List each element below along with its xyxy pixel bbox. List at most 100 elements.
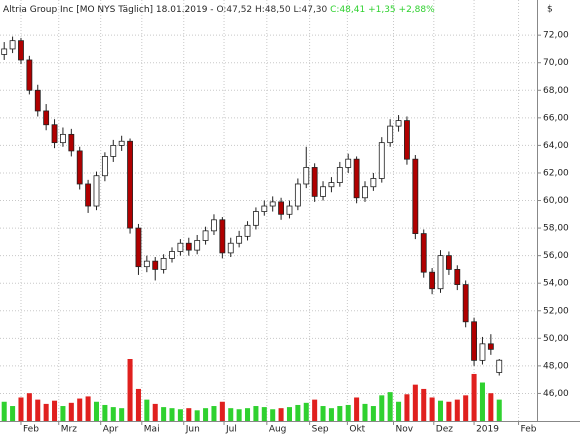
volume-bar: [253, 406, 259, 421]
volume-bar: [186, 408, 192, 421]
y-unit: $: [547, 5, 553, 15]
volume-bar: [127, 359, 133, 421]
candle-body: [328, 182, 335, 188]
volume-bar: [211, 406, 217, 421]
volume-bar: [421, 388, 427, 421]
chart-title: Altria Group Inc [MO NYS Täglich] 18.01.…: [3, 5, 435, 15]
y-tick-label: 68,00: [543, 86, 569, 96]
grid: [0, 0, 537, 421]
candle-body: [479, 343, 486, 361]
y-tick-label: 48,00: [543, 361, 569, 371]
candle-body: [211, 219, 217, 232]
candle-body: [110, 144, 117, 157]
volume-bar: [396, 401, 402, 421]
candle-body: [202, 230, 209, 241]
candle-body: [169, 251, 175, 259]
candle-body: [227, 242, 234, 254]
candle-body: [34, 89, 41, 112]
volume-bar: [471, 373, 477, 421]
volume-bar: [35, 399, 41, 421]
candle-body: [387, 125, 394, 144]
candle-body: [294, 183, 301, 207]
volume-bar: [337, 406, 343, 421]
y-tick-label: 64,00: [543, 141, 569, 151]
volume-bar: [102, 404, 108, 421]
volume-bar: [203, 408, 209, 421]
candle-body: [412, 158, 419, 234]
volume-bar: [1, 401, 7, 421]
volume-bar: [93, 401, 100, 421]
volume-bar: [144, 399, 150, 421]
volume-bar: [354, 397, 360, 421]
candle-body: [320, 186, 326, 197]
volume-bar: [77, 398, 83, 421]
volume-bar: [169, 408, 175, 421]
candle-body: [127, 140, 133, 229]
candle-body: [60, 133, 66, 144]
volume-bar: [18, 397, 24, 421]
candle-body: [454, 269, 461, 285]
candle-body: [101, 156, 108, 177]
y-tick-label: 50,00: [543, 334, 569, 344]
x-tick-label: Feb: [521, 425, 537, 435]
x-tick-label: Feb: [23, 425, 39, 435]
candle-body: [9, 40, 16, 50]
candle-body: [177, 242, 184, 252]
volume-bar: [479, 382, 485, 421]
volume-bar: [328, 408, 334, 421]
volume-bar: [446, 401, 452, 421]
x-tick-label: Sep: [312, 425, 329, 435]
y-tick-label: 66,00: [543, 113, 569, 123]
candle-body: [244, 224, 251, 237]
candle-body: [445, 255, 452, 270]
volume-bar: [404, 394, 410, 421]
candle-body: [118, 140, 125, 146]
candle-body: [152, 260, 159, 270]
volume-bar: [219, 401, 225, 421]
x-tick-label: Dez: [436, 425, 453, 435]
candle-body: [43, 110, 50, 126]
x-tick-label: Jun: [185, 425, 200, 435]
y-tick-label: 46,00: [543, 389, 569, 399]
candle-body: [85, 183, 92, 207]
volume-bar: [295, 404, 301, 421]
volume-bar: [278, 408, 284, 421]
volume-bar: [135, 388, 141, 421]
volume-bar: [379, 395, 385, 421]
candle-body: [370, 178, 377, 188]
candle-body: [420, 233, 427, 273]
volume-bar: [161, 407, 167, 421]
candle-body: [378, 142, 385, 179]
candle-body: [68, 133, 75, 152]
x-tick-label: Mai: [144, 425, 160, 435]
y-tick-label: 62,00: [543, 168, 569, 178]
candle-body: [278, 201, 285, 215]
volume-bar: [10, 406, 16, 421]
volume-bar: [60, 406, 66, 421]
y-tick-label: 54,00: [543, 279, 569, 289]
candle-body: [345, 158, 352, 168]
y-tick-label: 70,00: [543, 58, 569, 68]
candle-body: [18, 40, 24, 61]
volume-bar: [429, 397, 435, 421]
candle-body: [1, 48, 8, 55]
candle-body: [269, 201, 276, 207]
volume-layer: [1, 359, 502, 421]
x-tick-label: 2019: [476, 425, 499, 435]
candle-body: [194, 240, 201, 251]
y-tick-label: 60,00: [543, 196, 569, 206]
change-label: C:48,41 +1,35 +2,88%: [330, 5, 435, 15]
volume-bar: [68, 402, 74, 421]
volume-bar: [52, 400, 58, 421]
candle-body: [471, 321, 477, 361]
volume-bar: [245, 408, 251, 421]
volume-bar: [236, 409, 242, 421]
candle-body: [51, 124, 58, 144]
candle-body: [303, 167, 310, 185]
candle-body: [462, 284, 469, 323]
volume-bar: [177, 409, 183, 421]
candle-body: [252, 211, 259, 226]
candle-body: [311, 167, 318, 197]
